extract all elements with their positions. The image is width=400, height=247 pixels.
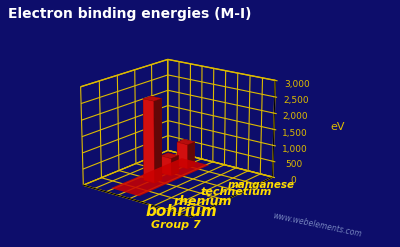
Text: Electron binding energies (M-I): Electron binding energies (M-I) [8, 7, 252, 21]
Text: www.webelements.com: www.webelements.com [272, 211, 363, 239]
